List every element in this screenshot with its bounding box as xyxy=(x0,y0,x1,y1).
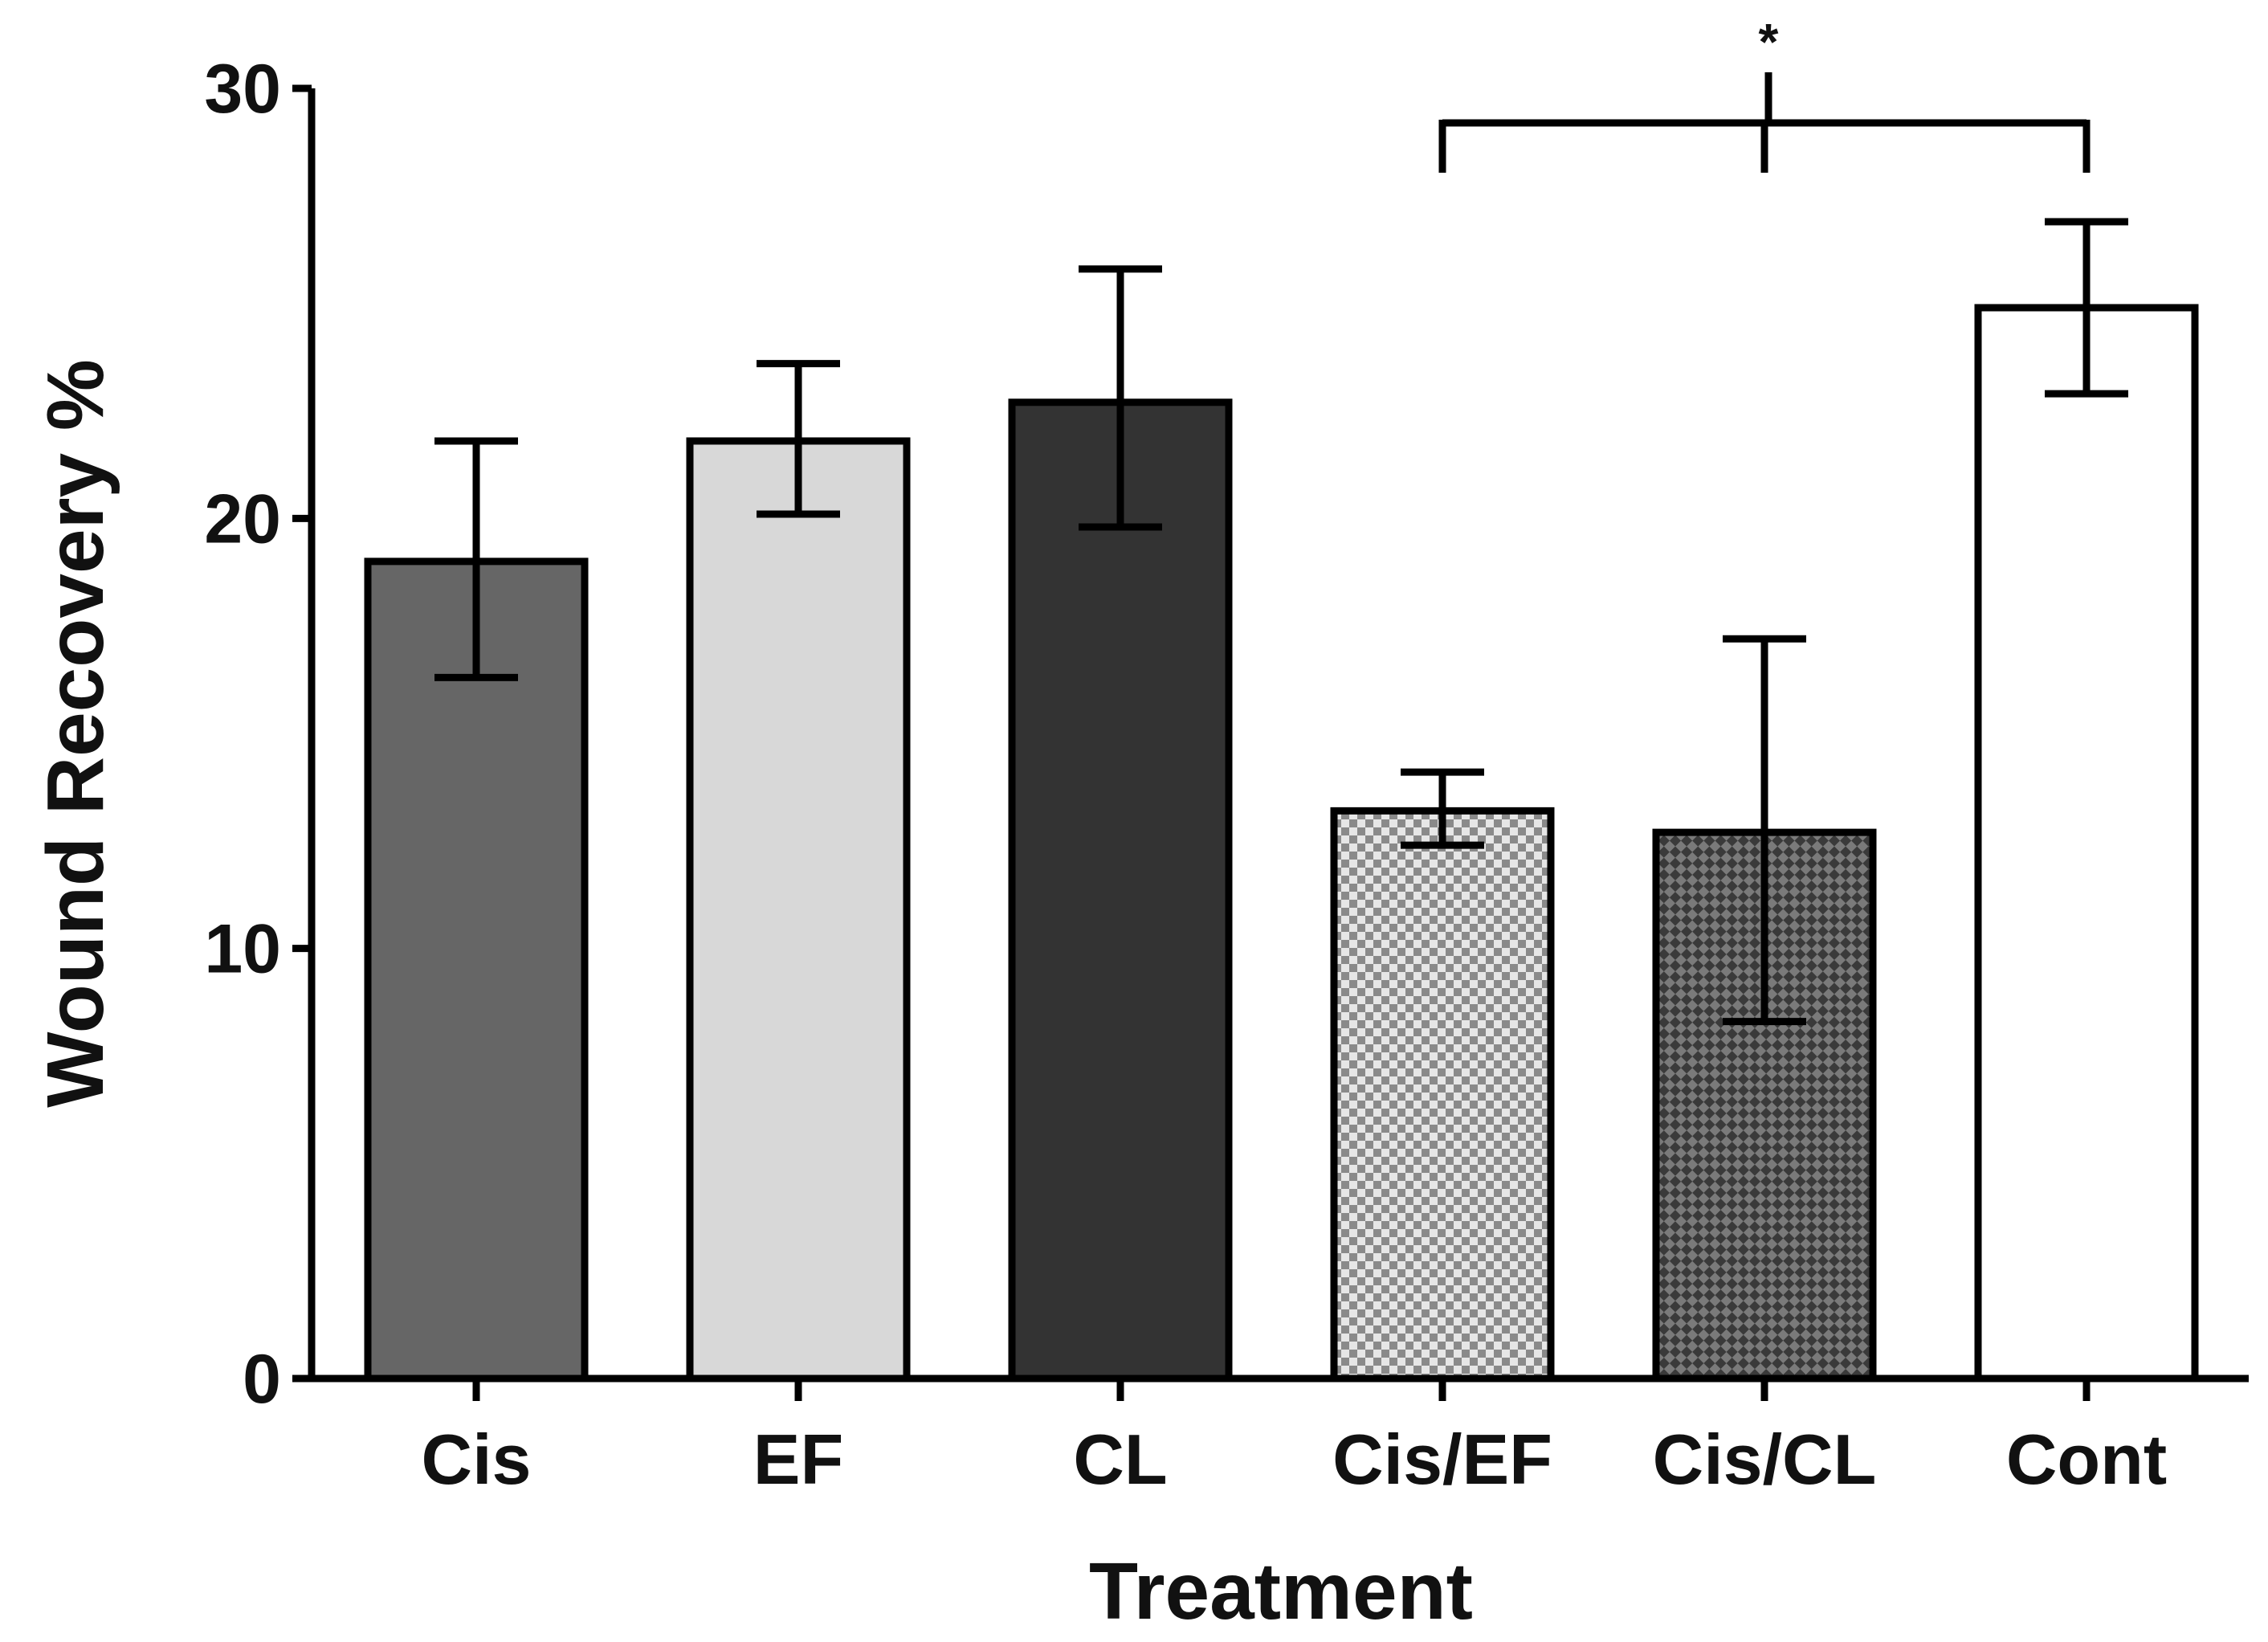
x-axis-title: Treatment xyxy=(1089,1546,1473,1636)
y-tick-label: 30 xyxy=(204,51,281,128)
bar-cl xyxy=(1008,398,1233,1383)
y-tick-label: 0 xyxy=(243,1341,281,1418)
y-axis-title: Wound Recovery % xyxy=(31,359,120,1108)
x-tick-label: Cont xyxy=(2006,1419,2167,1499)
x-tick-label: EF xyxy=(753,1419,843,1499)
significance-marker: * xyxy=(1759,13,1779,71)
bar-cis-ef xyxy=(1330,807,1555,1383)
y-tick-label: 10 xyxy=(204,911,281,988)
y-tick-label: 20 xyxy=(204,480,281,558)
bar-cis xyxy=(364,558,589,1383)
bar-ef xyxy=(686,437,911,1383)
x-tick-label: CL xyxy=(1073,1419,1167,1499)
x-tick-label: Cis/CL xyxy=(1653,1419,1877,1499)
x-tick-label: Cis/EF xyxy=(1332,1419,1552,1499)
bar-cont xyxy=(1974,304,2199,1383)
x-tick-label: Cis xyxy=(422,1419,532,1499)
